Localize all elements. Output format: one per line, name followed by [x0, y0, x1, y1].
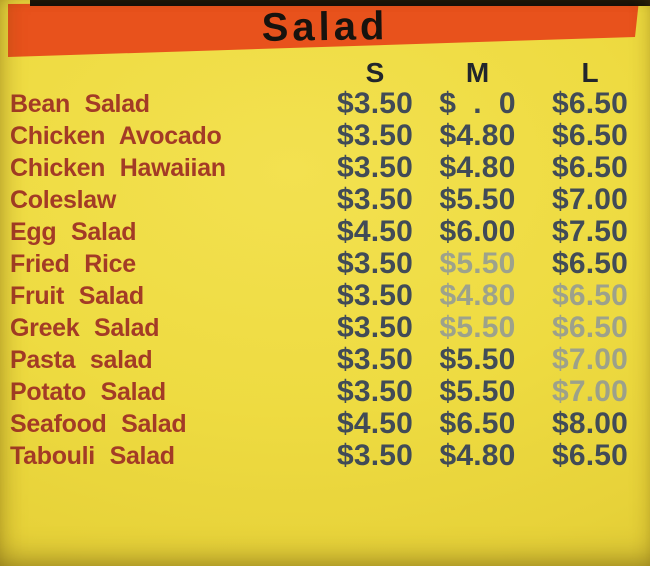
price-l: $7.00: [551, 183, 629, 216]
item-name: Greek Salad: [10, 313, 160, 342]
item-name: Fried Rice: [10, 249, 136, 278]
size-header-l: L: [581, 57, 599, 88]
price-s: $3.50: [336, 87, 414, 120]
size-header-s: S: [365, 57, 385, 88]
price-l: $6.50: [551, 87, 629, 120]
menu-row: Tabouli Salad $3.50 $4.80 $6.50: [0, 439, 645, 472]
price-l: $6.50: [551, 279, 629, 312]
top-edge-strip: [30, 0, 650, 6]
price-m: $4.80: [439, 279, 516, 312]
size-header-row: S M L: [0, 57, 645, 88]
menu-row: Fruit Salad $3.50 $4.80 $6.50: [0, 279, 645, 312]
price-s: $3.50: [336, 439, 414, 472]
price-m: $6.00: [439, 215, 516, 248]
item-name: Egg Salad: [10, 217, 137, 246]
menu-row: Potato Salad $3.50 $5.50 $7.00: [0, 375, 645, 408]
menu-row: Fried Rice $3.50 $5.50 $6.50: [0, 247, 645, 280]
item-name: Chicken Hawaiian: [10, 153, 226, 182]
menu-row: Chicken Hawaiian $3.50 $4.80 $6.50: [0, 151, 645, 184]
price-l: $7.00: [551, 343, 629, 376]
price-s: $3.50: [336, 247, 414, 280]
menu-row: Chicken Avocado $3.50 $4.80 $6.50: [0, 119, 645, 152]
item-name: Chicken Avocado: [10, 121, 222, 150]
price-l: $6.50: [551, 151, 629, 184]
item-name: Seafood Salad: [10, 409, 187, 438]
price-m: $ . 0: [439, 87, 516, 120]
item-name: Tabouli Salad: [10, 441, 175, 470]
price-m: $4.80: [439, 439, 516, 472]
price-table: S M L Bean Salad $3.50 $ . 0 $6.50 Chick…: [0, 57, 645, 472]
size-header-m: M: [465, 57, 490, 88]
price-l: $8.00: [551, 407, 629, 440]
price-m: $5.50: [439, 247, 516, 280]
menu-row: Greek Salad $3.50 $5.50 $6.50: [0, 311, 645, 344]
menu-row: Bean Salad $3.50 $ . 0 $6.50: [0, 87, 645, 120]
price-s: $4.50: [336, 407, 414, 440]
price-m: $4.80: [439, 151, 516, 184]
price-l: $6.50: [551, 311, 629, 344]
price-s: $4.50: [336, 215, 414, 248]
item-name: Bean Salad: [10, 89, 150, 118]
price-m: $5.50: [439, 343, 516, 376]
menu-title: Salad: [261, 4, 389, 50]
item-name: Fruit Salad: [10, 281, 144, 310]
price-s: $3.50: [336, 311, 414, 344]
price-l: $7.00: [551, 375, 629, 408]
price-l: $6.50: [551, 247, 629, 280]
price-s: $3.50: [336, 279, 414, 312]
price-m: $5.50: [439, 183, 516, 216]
menu-row: Pasta salad $3.50 $5.50 $7.00: [0, 343, 645, 376]
price-l: $7.50: [551, 215, 629, 248]
item-name: Pasta salad: [10, 345, 153, 374]
price-m: $6.50: [439, 407, 516, 440]
price-s: $3.50: [336, 343, 414, 376]
menu-row: Seafood Salad $4.50 $6.50 $8.00: [0, 407, 645, 440]
price-l: $6.50: [551, 119, 629, 152]
price-s: $3.50: [336, 151, 414, 184]
price-m: $4.80: [439, 119, 516, 152]
price-m: $5.50: [439, 311, 516, 344]
menu-row: Egg Salad $4.50 $6.00 $7.50: [0, 215, 645, 248]
price-s: $3.50: [336, 119, 414, 152]
price-m: $5.50: [439, 375, 516, 408]
item-name: Potato Salad: [10, 377, 166, 406]
menu-row: Coleslaw $3.50 $5.50 $7.00: [0, 183, 645, 216]
price-s: $3.50: [336, 375, 414, 408]
price-s: $3.50: [336, 183, 414, 216]
item-name: Coleslaw: [10, 185, 116, 214]
price-l: $6.50: [551, 439, 629, 472]
